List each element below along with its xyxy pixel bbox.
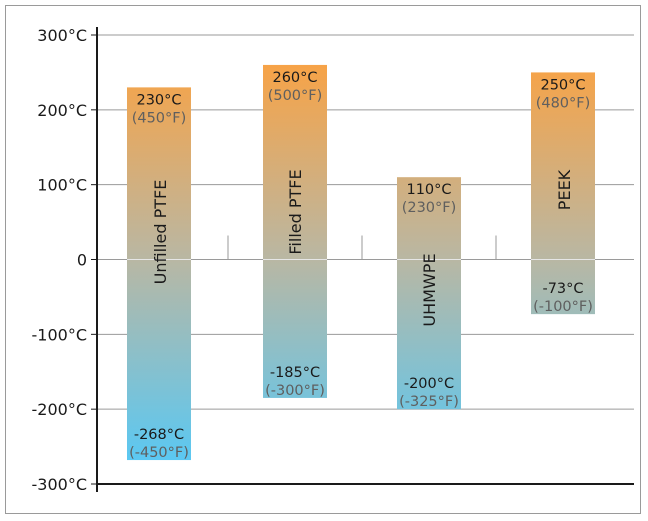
y-tick-label: 100°C [37, 176, 87, 195]
max-celsius-label: 250°C [540, 77, 585, 93]
max-celsius-label: 110°C [406, 182, 451, 198]
max-celsius-label: 260°C [272, 70, 317, 86]
bar-unfilled-ptfe [127, 87, 191, 461]
min-celsius-label: -185°C [270, 365, 320, 381]
y-tick-label: 0 [77, 251, 87, 270]
max-fahrenheit-label: (450°F) [132, 110, 187, 126]
min-celsius-label: -73°C [542, 281, 583, 297]
min-fahrenheit-label: (-450°F) [129, 445, 189, 461]
category-label: PEEK [555, 169, 574, 210]
category-label: Filled PTFE [286, 169, 305, 254]
y-tick-label: -100°C [32, 325, 87, 344]
y-tick-label: 300°C [37, 26, 87, 45]
min-celsius-label: -268°C [134, 427, 184, 443]
bar-uhmwpe [397, 177, 461, 410]
y-tick-label: 200°C [37, 101, 87, 120]
bar-filled-ptfe [263, 64, 327, 398]
max-fahrenheit-label: (500°F) [268, 88, 323, 104]
max-fahrenheit-label: (230°F) [402, 200, 457, 216]
y-tick-label: -200°C [32, 400, 87, 419]
max-celsius-label: 230°C [136, 92, 181, 108]
y-tick-label: -300°C [32, 475, 87, 494]
min-fahrenheit-label: (-325°F) [399, 394, 459, 410]
min-fahrenheit-label: (-300°F) [265, 383, 325, 399]
bar-peek [531, 72, 595, 315]
category-label: UHMWPE [420, 253, 439, 326]
category-label: Unfilled PTFE [151, 180, 170, 285]
max-fahrenheit-label: (480°F) [536, 95, 591, 111]
min-fahrenheit-label: (-100°F) [533, 299, 593, 315]
min-celsius-label: -200°C [404, 376, 454, 392]
